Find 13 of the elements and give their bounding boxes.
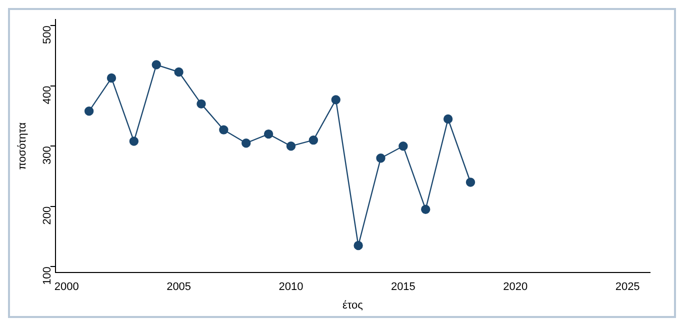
x-tick-label: 2005 xyxy=(166,281,192,294)
y-axis-title: ποσότητα xyxy=(16,122,29,170)
y-tick-label: 300 xyxy=(41,146,54,164)
x-tick-label: 2015 xyxy=(390,281,416,294)
y-tick-label: 400 xyxy=(41,86,54,104)
y-tick-label: 500 xyxy=(41,26,54,44)
x-tick-label: 2010 xyxy=(278,281,304,294)
y-tick-label: 100 xyxy=(41,266,54,285)
x-tick-label: 2020 xyxy=(503,281,528,294)
x-axis-title: έτος xyxy=(342,299,363,312)
x-tick-label: 2025 xyxy=(615,281,640,294)
y-tick-label: 200 xyxy=(41,206,54,225)
x-tick-label: 2000 xyxy=(54,281,79,294)
